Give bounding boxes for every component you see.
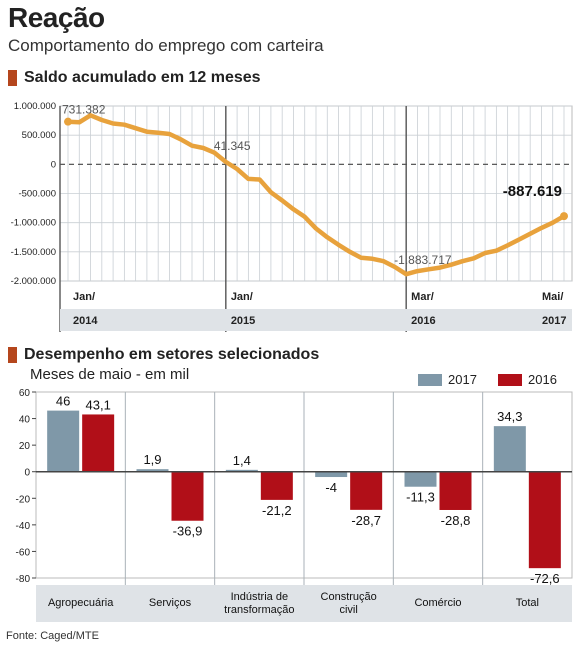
x-tick-label: Jan/: [231, 291, 253, 303]
x-category-label: Total: [516, 597, 539, 609]
data-point: [64, 117, 72, 126]
y-tick-label: 40: [19, 415, 31, 426]
x-tick-label: Mar/: [411, 291, 434, 303]
x-year-label: 2015: [231, 315, 255, 327]
source-note: Fonte: Caged/MTE: [6, 630, 99, 642]
bar-2016: [350, 471, 383, 510]
x-year-label: 2017: [542, 315, 566, 327]
data-label: -36,9: [173, 524, 203, 539]
chart-title: Reação: [8, 2, 105, 33]
x-category-label: Indústria de: [231, 591, 288, 603]
bar-2016: [439, 471, 472, 510]
chart-subtitle: Comportamento do emprego com carteira: [8, 36, 324, 55]
x-year-label: 2016: [411, 315, 435, 327]
legend-item-2016: 2016: [498, 372, 557, 387]
y-tick-label: -2.000.000: [11, 276, 56, 287]
data-label: 46: [56, 394, 70, 409]
x-category-label: Serviços: [149, 597, 192, 609]
y-tick-label: -40: [16, 521, 31, 532]
bar-2017: [47, 410, 80, 472]
legend-item-2017: 2017: [418, 372, 477, 387]
category-band: [36, 585, 572, 622]
data-label: -28,7: [351, 513, 381, 528]
bar-2016: [260, 471, 293, 500]
section-header-setores: Desempenho em setores selecionados: [8, 346, 319, 364]
y-tick-label: 20: [19, 441, 31, 452]
data-label: -887.619: [503, 183, 562, 200]
section-label: Saldo acumulado em 12 meses: [24, 69, 261, 86]
y-tick-label: 60: [19, 388, 31, 399]
data-label: -72,6: [530, 571, 560, 586]
bar-2016: [528, 471, 561, 569]
data-label: 1,4: [233, 453, 251, 468]
x-category-label: civil: [339, 604, 357, 616]
y-tick-label: 0: [24, 468, 30, 479]
section-marker-icon: [8, 70, 17, 86]
y-tick-label: -500.000: [18, 189, 56, 200]
x-tick-label: Jan/: [73, 291, 95, 303]
x-year-label: 2014: [73, 315, 98, 327]
data-label: 1,9: [143, 452, 161, 467]
x-category-label: Agropecuária: [48, 597, 114, 609]
data-label: 41.345: [214, 139, 251, 153]
year-band: [60, 309, 572, 331]
bar-2017: [136, 469, 169, 472]
y-tick-label: 0: [51, 159, 56, 170]
section-label: Desempenho em setores selecionados: [24, 346, 320, 363]
data-label: -1.883.717: [394, 253, 452, 267]
y-tick-label: -60: [16, 547, 31, 558]
series-line: [65, 113, 567, 277]
y-tick-label: 500.000: [22, 130, 56, 141]
data-label: -4: [325, 480, 337, 495]
bar-2017: [225, 469, 258, 472]
section-sublabel: Meses de maio - em mil: [30, 366, 190, 383]
y-tick-label: -1.500.000: [11, 247, 56, 258]
data-label: 43,1: [86, 397, 111, 412]
section-marker-icon: [8, 347, 17, 363]
bar-2016: [171, 471, 204, 521]
legend-label: 2017: [448, 372, 477, 387]
data-label: 34,3: [497, 409, 522, 424]
data-label: 731.382: [62, 103, 106, 117]
legend-label: 2016: [528, 372, 557, 387]
legend-swatch: [418, 373, 442, 386]
data-label: -21,2: [262, 503, 292, 518]
x-category-label: Comércio: [414, 597, 461, 609]
bar-2016: [82, 414, 115, 472]
bar-2017: [404, 471, 437, 487]
data-point: [560, 212, 568, 221]
y-tick-label: -80: [16, 574, 31, 585]
x-category-label: Construção: [321, 591, 377, 603]
y-tick-label: -20: [16, 494, 31, 505]
x-category-label: transformação: [224, 604, 294, 616]
y-tick-label: 1.000.000: [14, 101, 56, 112]
bar-2017: [315, 471, 348, 478]
data-label: -11,3: [406, 490, 435, 505]
x-tick-label: Mai/: [542, 291, 563, 303]
legend-swatch: [498, 373, 522, 386]
bar-2017: [493, 426, 526, 472]
data-label: -28,8: [441, 513, 471, 528]
section-header-saldo: Saldo acumulado em 12 meses: [8, 69, 261, 87]
y-tick-label: -1.000.000: [11, 218, 56, 229]
